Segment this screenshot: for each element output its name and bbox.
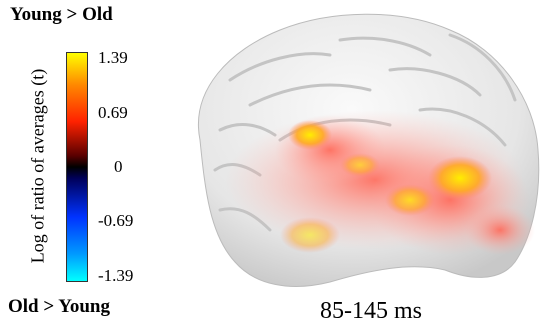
tick-max: 1.39 — [98, 48, 128, 67]
tick-min: -1.39 — [98, 266, 134, 285]
tick-mid-negative: -0.69 — [98, 211, 134, 230]
colorbar — [66, 52, 88, 282]
colorbar-axis-label: Log of ratio of averages (t) — [27, 68, 48, 264]
young-greater-old-label: Young > Old — [10, 4, 113, 25]
brain-activation-image — [198, 13, 540, 287]
old-greater-young-label: Old > Young — [8, 296, 110, 317]
activation-map — [225, 110, 535, 255]
tick-mid-positive: 0.69 — [98, 103, 128, 122]
tick-zero: 0 — [114, 157, 123, 176]
time-window-label: 85-145 ms — [320, 298, 422, 324]
